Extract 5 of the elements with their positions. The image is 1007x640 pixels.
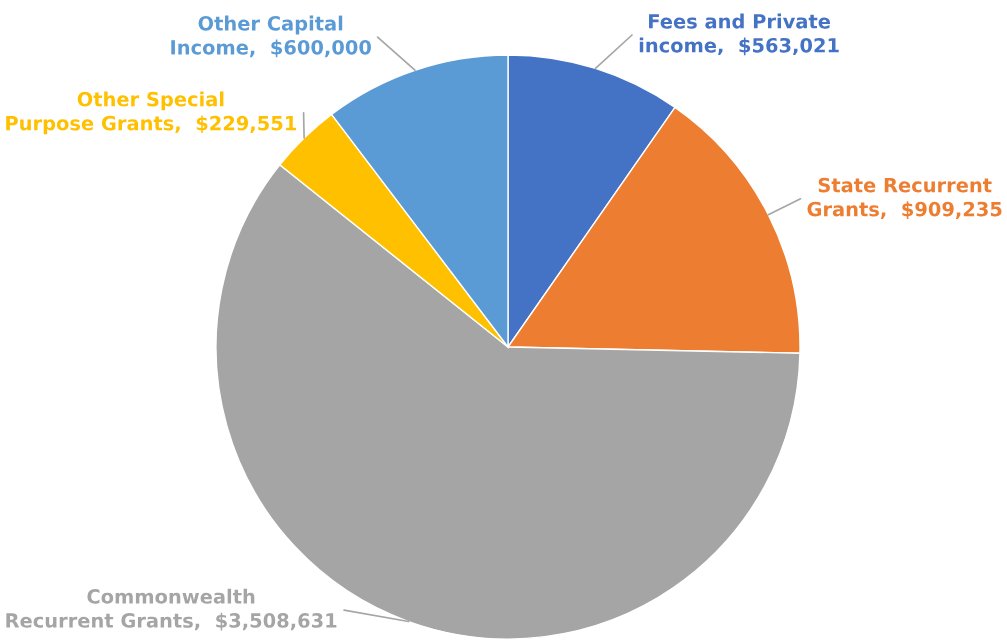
slice-label: Other Capital Income, $600,000 xyxy=(171,15,371,58)
slice-label: Other Special Purpose Grants, $229,551 xyxy=(6,91,296,135)
slice-label: Commonwealth Recurrent Grants, $3,508,631 xyxy=(6,588,337,631)
slice-label: Fees and Private income, $563,021 xyxy=(639,13,839,56)
slice-label: State Recurrent Grants, $909,235 xyxy=(807,177,1002,220)
